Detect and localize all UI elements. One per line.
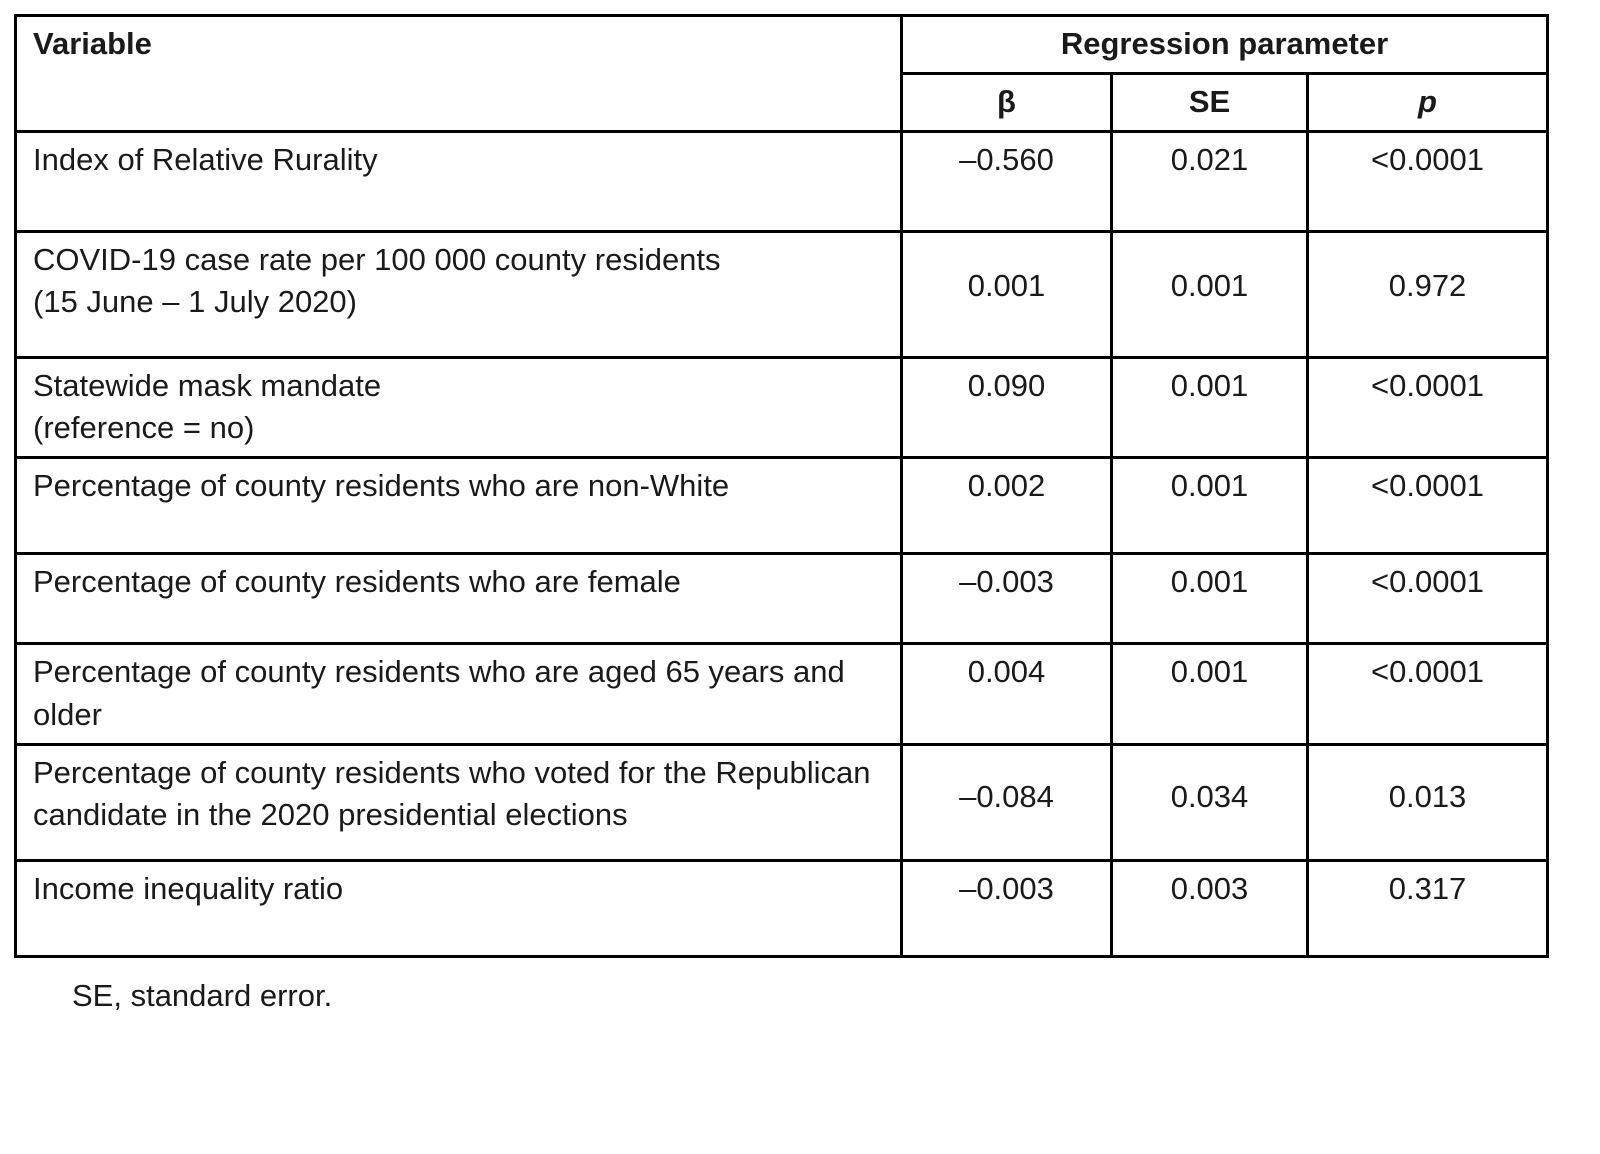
p-cell: <0.0001	[1305, 355, 1550, 460]
variable-cell: Percentage of county residents who are f…	[14, 552, 903, 646]
beta-cell: 0.002	[900, 456, 1113, 556]
p-cell: <0.0001	[1305, 552, 1550, 646]
variable-cell: Percentage of county residents who voted…	[14, 742, 903, 862]
column-header-p: p	[1305, 71, 1550, 133]
p-cell: <0.0001	[1305, 129, 1550, 233]
beta-cell: –0.560	[900, 129, 1113, 233]
p-cell: <0.0001	[1305, 456, 1550, 556]
column-header-se: SE	[1110, 71, 1309, 133]
p-cell: <0.0001	[1305, 642, 1550, 746]
se-cell: 0.034	[1110, 742, 1309, 862]
se-cell: 0.021	[1110, 129, 1309, 233]
variable-cell: Index of Relative Rurality	[14, 129, 903, 233]
table-footnote: SE, standard error.	[72, 977, 333, 1013]
p-cell: 0.317	[1305, 858, 1550, 958]
table-row: Index of Relative Rurality –0.560 0.021 …	[14, 129, 1550, 233]
variable-cell: COVID-19 case rate per 100 000 county re…	[14, 229, 903, 359]
variable-cell: Statewide mask mandate (reference = no)	[14, 355, 903, 460]
page: Variable Regression parameter β SE p Ind…	[14, 14, 1550, 1013]
p-cell: 0.013	[1305, 742, 1550, 862]
header-row-group: Variable Regression parameter	[14, 14, 1550, 133]
column-header-variable: Variable	[14, 14, 903, 133]
table-row: Percentage of county residents who are f…	[14, 552, 1550, 646]
column-header-beta: β	[900, 71, 1113, 133]
header-row-sub: β SE p	[16, 71, 1550, 133]
beta-cell: –0.003	[900, 858, 1113, 958]
se-cell: 0.001	[1110, 456, 1309, 556]
table-row: Percentage of county residents who are a…	[14, 642, 1550, 746]
regression-table: Variable Regression parameter β SE p Ind…	[14, 14, 1550, 958]
p-cell: 0.972	[1305, 229, 1550, 359]
se-cell: 0.001	[1110, 642, 1309, 746]
beta-cell: 0.001	[900, 229, 1113, 359]
table-row: Statewide mask mandate (reference = no) …	[14, 355, 1550, 460]
se-cell: 0.001	[1110, 355, 1309, 460]
table-body: Index of Relative Rurality –0.560 0.021 …	[14, 129, 1550, 958]
beta-cell: 0.090	[900, 355, 1113, 460]
variable-cell: Percentage of county residents who are n…	[14, 456, 903, 556]
table-row: Percentage of county residents who are n…	[14, 456, 1550, 556]
table-row: Percentage of county residents who voted…	[14, 742, 1550, 862]
beta-cell: –0.003	[900, 552, 1113, 646]
table-row: COVID-19 case rate per 100 000 county re…	[14, 229, 1550, 359]
beta-cell: –0.084	[900, 742, 1113, 862]
se-cell: 0.003	[1110, 858, 1309, 958]
beta-cell: 0.004	[900, 642, 1113, 746]
variable-cell: Income inequality ratio	[14, 858, 903, 958]
table-row: Income inequality ratio –0.003 0.003 0.3…	[14, 858, 1550, 958]
se-cell: 0.001	[1110, 552, 1309, 646]
column-header-group-regression-parameter: Regression parameter	[899, 14, 1550, 75]
se-cell: 0.001	[1110, 229, 1309, 359]
variable-cell: Percentage of county residents who are a…	[14, 642, 903, 746]
table-header: Variable Regression parameter β SE p	[14, 14, 1550, 133]
